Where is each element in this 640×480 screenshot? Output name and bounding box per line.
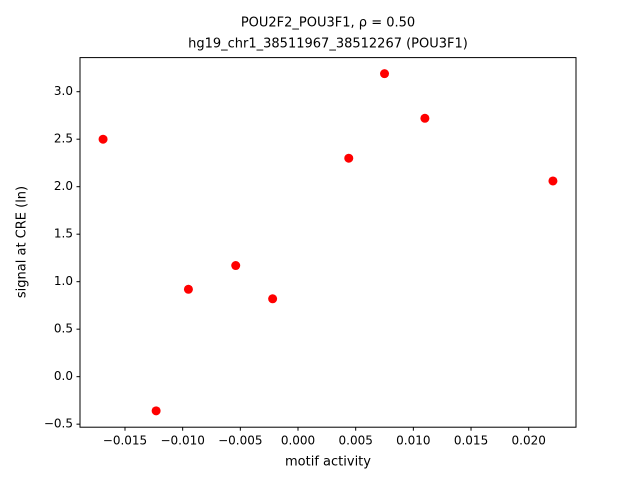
x-tick-label: 0.005 — [339, 434, 373, 448]
point — [183, 284, 193, 294]
y-tick-label: 1.5 — [54, 227, 73, 241]
point — [380, 69, 390, 79]
point — [231, 261, 241, 271]
y-tick-label: 2.5 — [54, 132, 73, 146]
x-tick-label: −0.015 — [103, 434, 147, 448]
x-axis-label: motif activity — [285, 455, 371, 470]
point — [98, 134, 108, 144]
x-tick-label: −0.005 — [218, 434, 262, 448]
y-tick-label: 2.0 — [54, 179, 73, 193]
point — [420, 113, 430, 123]
y-tick-label: 0.5 — [54, 322, 73, 336]
chart-subtitle: hg19_chr1_38511967_38512267 (POU3F1) — [188, 37, 468, 52]
chart-title: POU2F2_POU3F1, ρ = 0.50 — [241, 16, 415, 31]
x-tick-label: 0.000 — [281, 434, 315, 448]
point — [344, 153, 354, 163]
point — [268, 294, 278, 304]
y-tick-label: 3.0 — [54, 84, 73, 98]
y-tick-label: 0.0 — [54, 369, 73, 383]
x-tick-label: 0.020 — [512, 434, 546, 448]
x-tick-label: 0.010 — [396, 434, 430, 448]
point — [548, 176, 558, 186]
y-axis-label: signal at CRE (ln) — [15, 186, 30, 298]
plot-frame — [79, 57, 577, 428]
y-tick-label: 1.0 — [54, 274, 73, 288]
x-tick-label: −0.010 — [160, 434, 204, 448]
x-tick-label: 0.015 — [454, 434, 488, 448]
point — [151, 406, 161, 416]
y-tick-label: −0.5 — [44, 417, 73, 431]
